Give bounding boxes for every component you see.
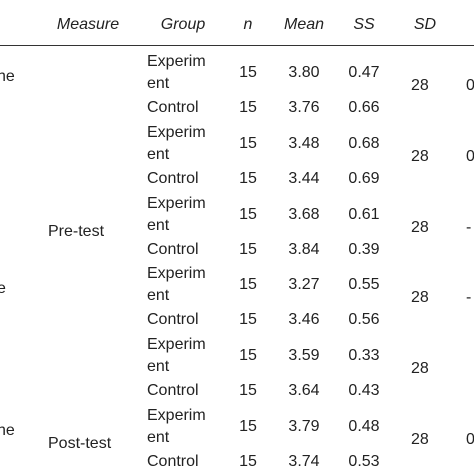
measure: Pre-test [48, 222, 105, 240]
row-label: he [0, 68, 15, 85]
sd: 28 [411, 431, 429, 448]
column-header: n [243, 16, 253, 33]
ss: 0.48 [348, 418, 380, 435]
ss: 0.68 [348, 134, 380, 152]
mean: 3.84 [288, 240, 320, 258]
group: Experiment [147, 407, 206, 446]
sd: 28 [411, 218, 429, 236]
group: Control [147, 240, 199, 258]
mean: 3.64 [288, 382, 320, 400]
group: Control [147, 382, 199, 400]
n: 15 [239, 276, 257, 294]
group: Experiment [147, 336, 206, 376]
mean: 3.80 [288, 64, 320, 81]
group: Control [147, 99, 199, 116]
n: 15 [239, 169, 257, 187]
group: Experiment [147, 265, 206, 305]
column-header: Measure [56, 16, 120, 33]
group: Experiment [147, 123, 206, 163]
n: 15 [239, 240, 257, 258]
row-label: e [0, 280, 6, 298]
column-header: SD [413, 16, 437, 33]
mean: 3.44 [288, 169, 320, 187]
group: Experiment [147, 194, 206, 234]
group: Control [147, 169, 199, 187]
group: Control [147, 453, 199, 470]
mean: 3.59 [288, 347, 320, 365]
mean: 3.79 [288, 418, 320, 435]
n: 15 [239, 347, 257, 365]
n: 15 [239, 134, 257, 152]
next-column: - [466, 218, 472, 236]
mean: 3.46 [288, 311, 320, 329]
ss: 0.33 [348, 347, 380, 365]
header-rule [0, 45, 474, 46]
ss: 0.56 [348, 311, 380, 329]
next-column: 0 [466, 77, 474, 94]
ss: 0.61 [348, 205, 380, 223]
ss: 0.47 [348, 64, 380, 81]
mean: 3.27 [288, 276, 320, 294]
n: 15 [239, 382, 257, 400]
n: 15 [239, 64, 257, 81]
next-column: - [466, 289, 472, 307]
ss: 0.55 [348, 276, 380, 294]
ss: 0.39 [348, 240, 380, 258]
sd: 28 [411, 289, 429, 307]
group: Control [147, 311, 199, 329]
ss: 0.53 [348, 453, 380, 470]
n: 15 [239, 311, 257, 329]
group: Experiment [147, 53, 206, 92]
ss: 0.43 [348, 382, 380, 400]
n: 15 [239, 453, 257, 470]
next-column: 0 [466, 431, 474, 448]
ss: 0.66 [348, 99, 380, 116]
n: 15 [239, 99, 257, 116]
next-column: 0 [466, 147, 474, 165]
column-header: Group [160, 16, 206, 33]
n: 15 [239, 418, 257, 435]
measure: Post-test [48, 435, 112, 452]
mean: 3.76 [288, 99, 320, 116]
n: 15 [239, 205, 257, 223]
ss: 0.69 [348, 169, 380, 187]
sd: 28 [411, 77, 429, 94]
row-label: he [0, 422, 15, 439]
mean: 3.74 [288, 453, 320, 470]
mean: 3.48 [288, 134, 320, 152]
sd: 28 [411, 360, 429, 378]
column-header: SS [353, 16, 375, 33]
mean: 3.68 [288, 205, 320, 223]
column-header: Mean [283, 16, 325, 33]
sd: 28 [411, 147, 429, 165]
